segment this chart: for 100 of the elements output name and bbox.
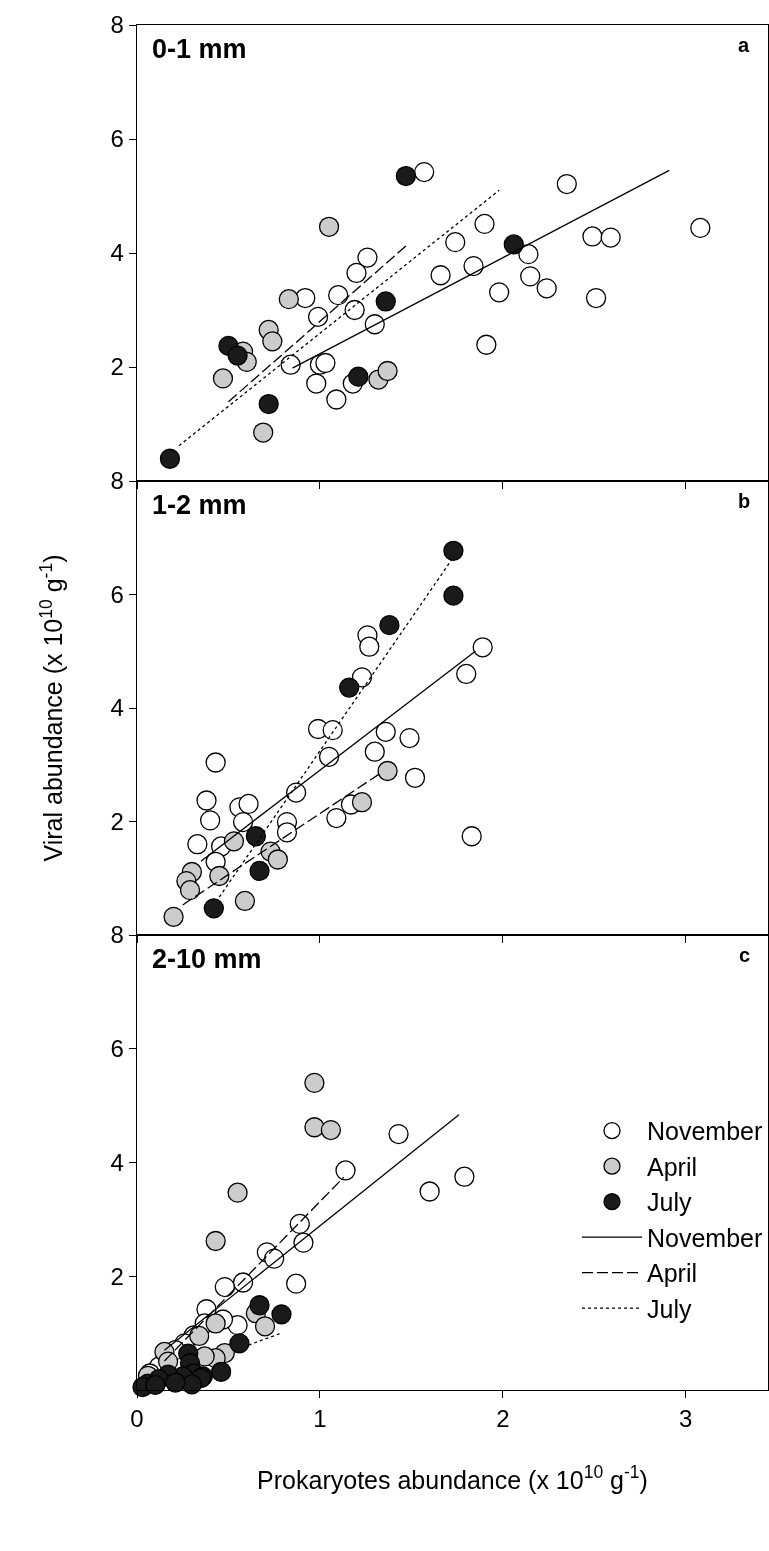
point	[315, 352, 336, 374]
point	[249, 1295, 270, 1316]
point	[463, 255, 484, 277]
point	[210, 1361, 232, 1382]
point	[476, 334, 497, 355]
point	[404, 767, 426, 788]
point	[232, 811, 254, 833]
point	[179, 880, 201, 901]
annotation: a	[738, 34, 750, 56]
point	[443, 585, 464, 606]
y-tick-label: 8	[110, 921, 124, 949]
y-tick-label: 6	[110, 1035, 124, 1063]
y-tick-label: 6	[110, 125, 124, 153]
point	[187, 834, 208, 855]
annotation: 1-2 mm	[152, 490, 247, 520]
point	[351, 792, 373, 813]
point	[205, 1313, 226, 1334]
point	[203, 898, 224, 919]
point	[328, 285, 349, 306]
x-axis-title: Prokaryotes abundance (x 10$^{10}$ g$^{-1}$)	[257, 1462, 648, 1494]
point	[205, 1230, 226, 1252]
x-tick-label: 3	[679, 1405, 693, 1433]
y-tick-label: 2	[110, 353, 124, 381]
point	[556, 173, 577, 195]
point	[364, 741, 385, 762]
point	[227, 345, 248, 366]
point	[443, 540, 464, 561]
point	[536, 278, 557, 299]
point	[375, 291, 396, 312]
point	[520, 266, 541, 287]
point	[326, 807, 347, 829]
point	[145, 1374, 166, 1396]
point	[461, 826, 482, 847]
y-tick-label: 6	[110, 580, 124, 608]
y-tick-label: 4	[110, 694, 124, 722]
point	[253, 422, 274, 443]
point	[399, 727, 420, 749]
annotation: b	[738, 490, 751, 512]
annotation: 2-10 mm	[152, 944, 262, 974]
point	[326, 389, 347, 410]
x-tick-label: 1	[313, 1405, 327, 1433]
point	[322, 719, 343, 741]
y-tick-label: 2	[110, 807, 124, 835]
point	[229, 1333, 250, 1354]
point	[359, 636, 380, 657]
point	[163, 906, 184, 927]
point	[320, 1119, 342, 1141]
legend-label: November	[647, 1223, 763, 1252]
y-tick-label: 8	[110, 467, 124, 495]
legend-label: November	[647, 1117, 763, 1146]
point	[395, 165, 417, 187]
point	[165, 1372, 186, 1393]
point	[227, 1182, 248, 1203]
point	[582, 226, 603, 247]
point	[212, 368, 234, 389]
legend-label: July	[647, 1294, 692, 1323]
point	[600, 227, 621, 248]
point	[585, 287, 607, 309]
point	[318, 216, 340, 237]
point	[454, 1166, 475, 1187]
point	[474, 213, 495, 235]
point	[306, 373, 327, 394]
point	[267, 849, 288, 870]
point	[254, 1316, 276, 1337]
point	[414, 161, 435, 183]
point	[348, 366, 369, 387]
y-tick-label: 2	[110, 1262, 124, 1290]
point	[280, 354, 301, 375]
point	[346, 262, 367, 284]
point	[214, 1276, 235, 1298]
point	[189, 1325, 210, 1347]
y-tick-label: 4	[110, 239, 124, 267]
point	[295, 287, 316, 309]
point	[339, 677, 360, 698]
annotation: 0-1 mm	[152, 34, 247, 64]
point	[690, 217, 711, 239]
point	[318, 746, 340, 767]
point	[344, 299, 365, 321]
point	[245, 826, 267, 847]
point	[445, 232, 466, 253]
point	[234, 890, 256, 912]
point	[293, 1232, 314, 1253]
point	[289, 1213, 310, 1235]
point	[278, 289, 299, 310]
point	[276, 822, 298, 843]
point	[472, 637, 493, 658]
point	[503, 234, 524, 255]
point	[357, 247, 378, 268]
point	[456, 663, 477, 685]
point	[307, 306, 329, 327]
point	[377, 360, 398, 382]
point	[249, 860, 270, 882]
point	[258, 393, 279, 415]
point	[159, 448, 181, 469]
point	[388, 1123, 409, 1145]
point	[419, 1181, 440, 1202]
point	[196, 790, 217, 811]
point	[209, 865, 230, 887]
y-tick-label: 4	[110, 1148, 124, 1176]
y-tick-label: 8	[110, 11, 124, 39]
